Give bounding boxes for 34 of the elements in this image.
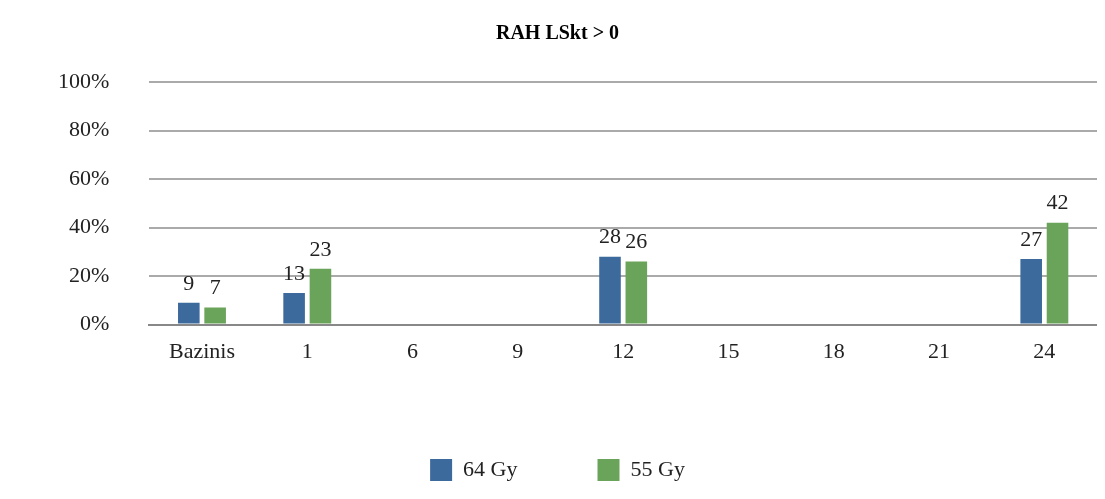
- bar: [1020, 259, 1042, 324]
- x-tick-label: 1: [301, 337, 313, 363]
- y-tick-label: 60%: [69, 164, 110, 190]
- bar: [309, 268, 332, 324]
- x-tick-label: 15: [717, 337, 740, 363]
- x-tick-label: 21: [928, 337, 951, 363]
- bar: [204, 307, 226, 324]
- bar: [178, 302, 200, 324]
- x-tick-label: 24: [1033, 337, 1056, 363]
- chart-title: RAH LSkt > 0: [495, 21, 620, 44]
- bar: [283, 293, 305, 324]
- y-tick-label: 0%: [80, 310, 110, 336]
- data-label: 23: [309, 235, 332, 261]
- legend-label: 55 Gy: [630, 455, 685, 481]
- legend-label: 64 Gy: [463, 455, 518, 481]
- data-label: 9: [183, 269, 195, 295]
- data-label: 13: [283, 259, 306, 285]
- x-tick-label: 6: [407, 337, 419, 363]
- y-tick-label: 20%: [69, 261, 110, 287]
- data-label: 42: [1046, 189, 1069, 215]
- bar: [599, 256, 621, 324]
- bar: [1046, 222, 1069, 324]
- y-tick-label: 100%: [58, 67, 110, 93]
- data-label: 7: [209, 274, 221, 300]
- bar: [625, 261, 648, 324]
- x-tick-label: 9: [512, 337, 524, 363]
- y-tick-label: 40%: [69, 213, 110, 239]
- x-tick-label: Bazinis: [168, 337, 235, 363]
- data-label: 27: [1020, 225, 1043, 251]
- data-label: 28: [599, 223, 621, 249]
- y-tick-label: 80%: [69, 116, 110, 142]
- x-tick-label: 18: [822, 337, 845, 363]
- x-tick-label: 12: [612, 337, 635, 363]
- data-label: 26: [625, 228, 648, 254]
